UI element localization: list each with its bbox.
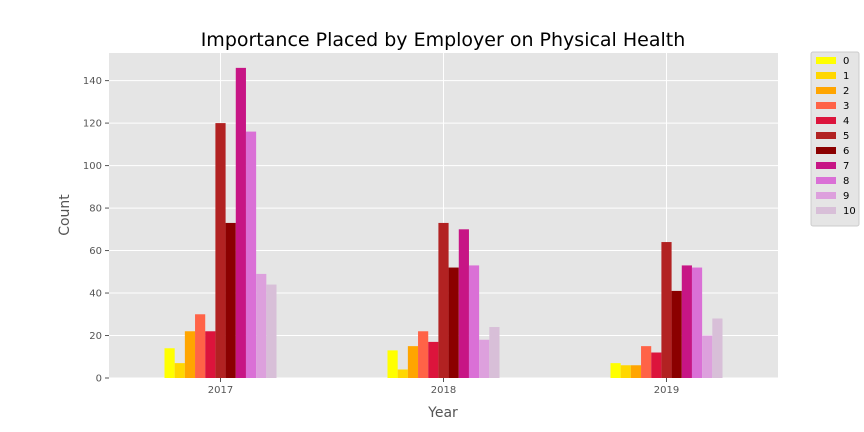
bar-2-2019 xyxy=(630,365,642,378)
bar-2-2018 xyxy=(407,346,419,378)
bar-0-2017 xyxy=(164,348,175,378)
legend-swatch xyxy=(816,192,836,199)
legend-label: 0 xyxy=(843,56,849,67)
y-axis-ticks: 0 20 40 60 80 100 120 140 xyxy=(83,76,109,385)
bar-9-2017 xyxy=(256,273,267,378)
x-tick-label: 2019 xyxy=(654,385,679,396)
chart-title: Importance Placed by Employer on Physica… xyxy=(201,29,686,51)
legend-swatch xyxy=(816,162,836,169)
x-tick-label: 2018 xyxy=(431,385,456,396)
legend-swatch xyxy=(816,72,836,79)
legend-label: 9 xyxy=(843,191,849,202)
y-tick-label: 100 xyxy=(83,161,102,172)
x-axis-label: Year xyxy=(427,405,458,421)
legend-swatch xyxy=(816,102,836,109)
y-tick-label: 120 xyxy=(83,119,102,130)
y-tick-label: 80 xyxy=(89,204,102,215)
y-tick-label: 0 xyxy=(96,374,102,385)
y-tick-label: 20 xyxy=(89,331,102,342)
bar-5-2018 xyxy=(438,222,449,378)
bar-4-2018 xyxy=(428,341,439,378)
legend-label: 8 xyxy=(843,176,849,187)
legend-label: 6 xyxy=(843,146,849,157)
legend-label: 1 xyxy=(843,71,849,82)
bar-0-2018 xyxy=(387,350,398,378)
bar-2-2017 xyxy=(184,331,196,378)
bar-10-2019 xyxy=(712,318,723,378)
y-tick-label: 60 xyxy=(89,246,102,257)
legend-swatch xyxy=(816,147,836,154)
bar-7-2017 xyxy=(235,67,246,379)
bar-6-2017 xyxy=(225,222,236,378)
bar-1-2019 xyxy=(620,365,631,378)
bar-7-2018 xyxy=(458,229,469,378)
bar-7-2019 xyxy=(681,265,692,378)
legend-swatch xyxy=(816,57,836,64)
bar-6-2019 xyxy=(671,290,682,378)
bar-5-2017 xyxy=(215,123,226,378)
x-axis-ticks: 2017 2018 2019 xyxy=(208,378,679,396)
y-tick-label: 140 xyxy=(83,76,102,87)
bar-8-2017 xyxy=(245,131,257,378)
legend-label: 5 xyxy=(843,131,849,142)
y-tick-label: 40 xyxy=(89,289,102,300)
bar-10-2017 xyxy=(266,284,277,378)
bar-9-2019 xyxy=(702,335,713,378)
bar-10-2018 xyxy=(489,327,500,378)
legend-label: 4 xyxy=(843,116,849,127)
legend: 0 1 2 3 4 5 6 7 8 9 10 xyxy=(810,51,860,227)
bar-8-2019 xyxy=(691,267,703,378)
legend-label: 3 xyxy=(843,101,849,112)
legend-swatch xyxy=(816,117,836,124)
bar-3-2019 xyxy=(641,346,652,378)
bars xyxy=(164,67,723,379)
legend-label: 10 xyxy=(843,206,856,217)
bar-3-2017 xyxy=(195,314,206,378)
bar-6-2018 xyxy=(448,267,459,378)
bar-1-2017 xyxy=(174,363,185,378)
bar-9-2018 xyxy=(479,339,490,378)
legend-swatch xyxy=(816,207,836,214)
legend-label: 2 xyxy=(843,86,849,97)
bar-8-2018 xyxy=(468,265,480,378)
bar-0-2019 xyxy=(610,363,621,378)
legend-swatch xyxy=(816,87,836,94)
bar-5-2019 xyxy=(661,242,672,378)
bar-4-2017 xyxy=(205,331,216,378)
bar-1-2018 xyxy=(397,369,408,378)
bar-3-2018 xyxy=(418,331,429,378)
legend-swatch xyxy=(816,132,836,139)
x-tick-label: 2017 xyxy=(208,385,233,396)
legend-label: 7 xyxy=(843,161,849,172)
y-axis-label: Count xyxy=(57,194,73,236)
bar-4-2019 xyxy=(651,352,662,378)
legend-swatch xyxy=(816,177,836,184)
